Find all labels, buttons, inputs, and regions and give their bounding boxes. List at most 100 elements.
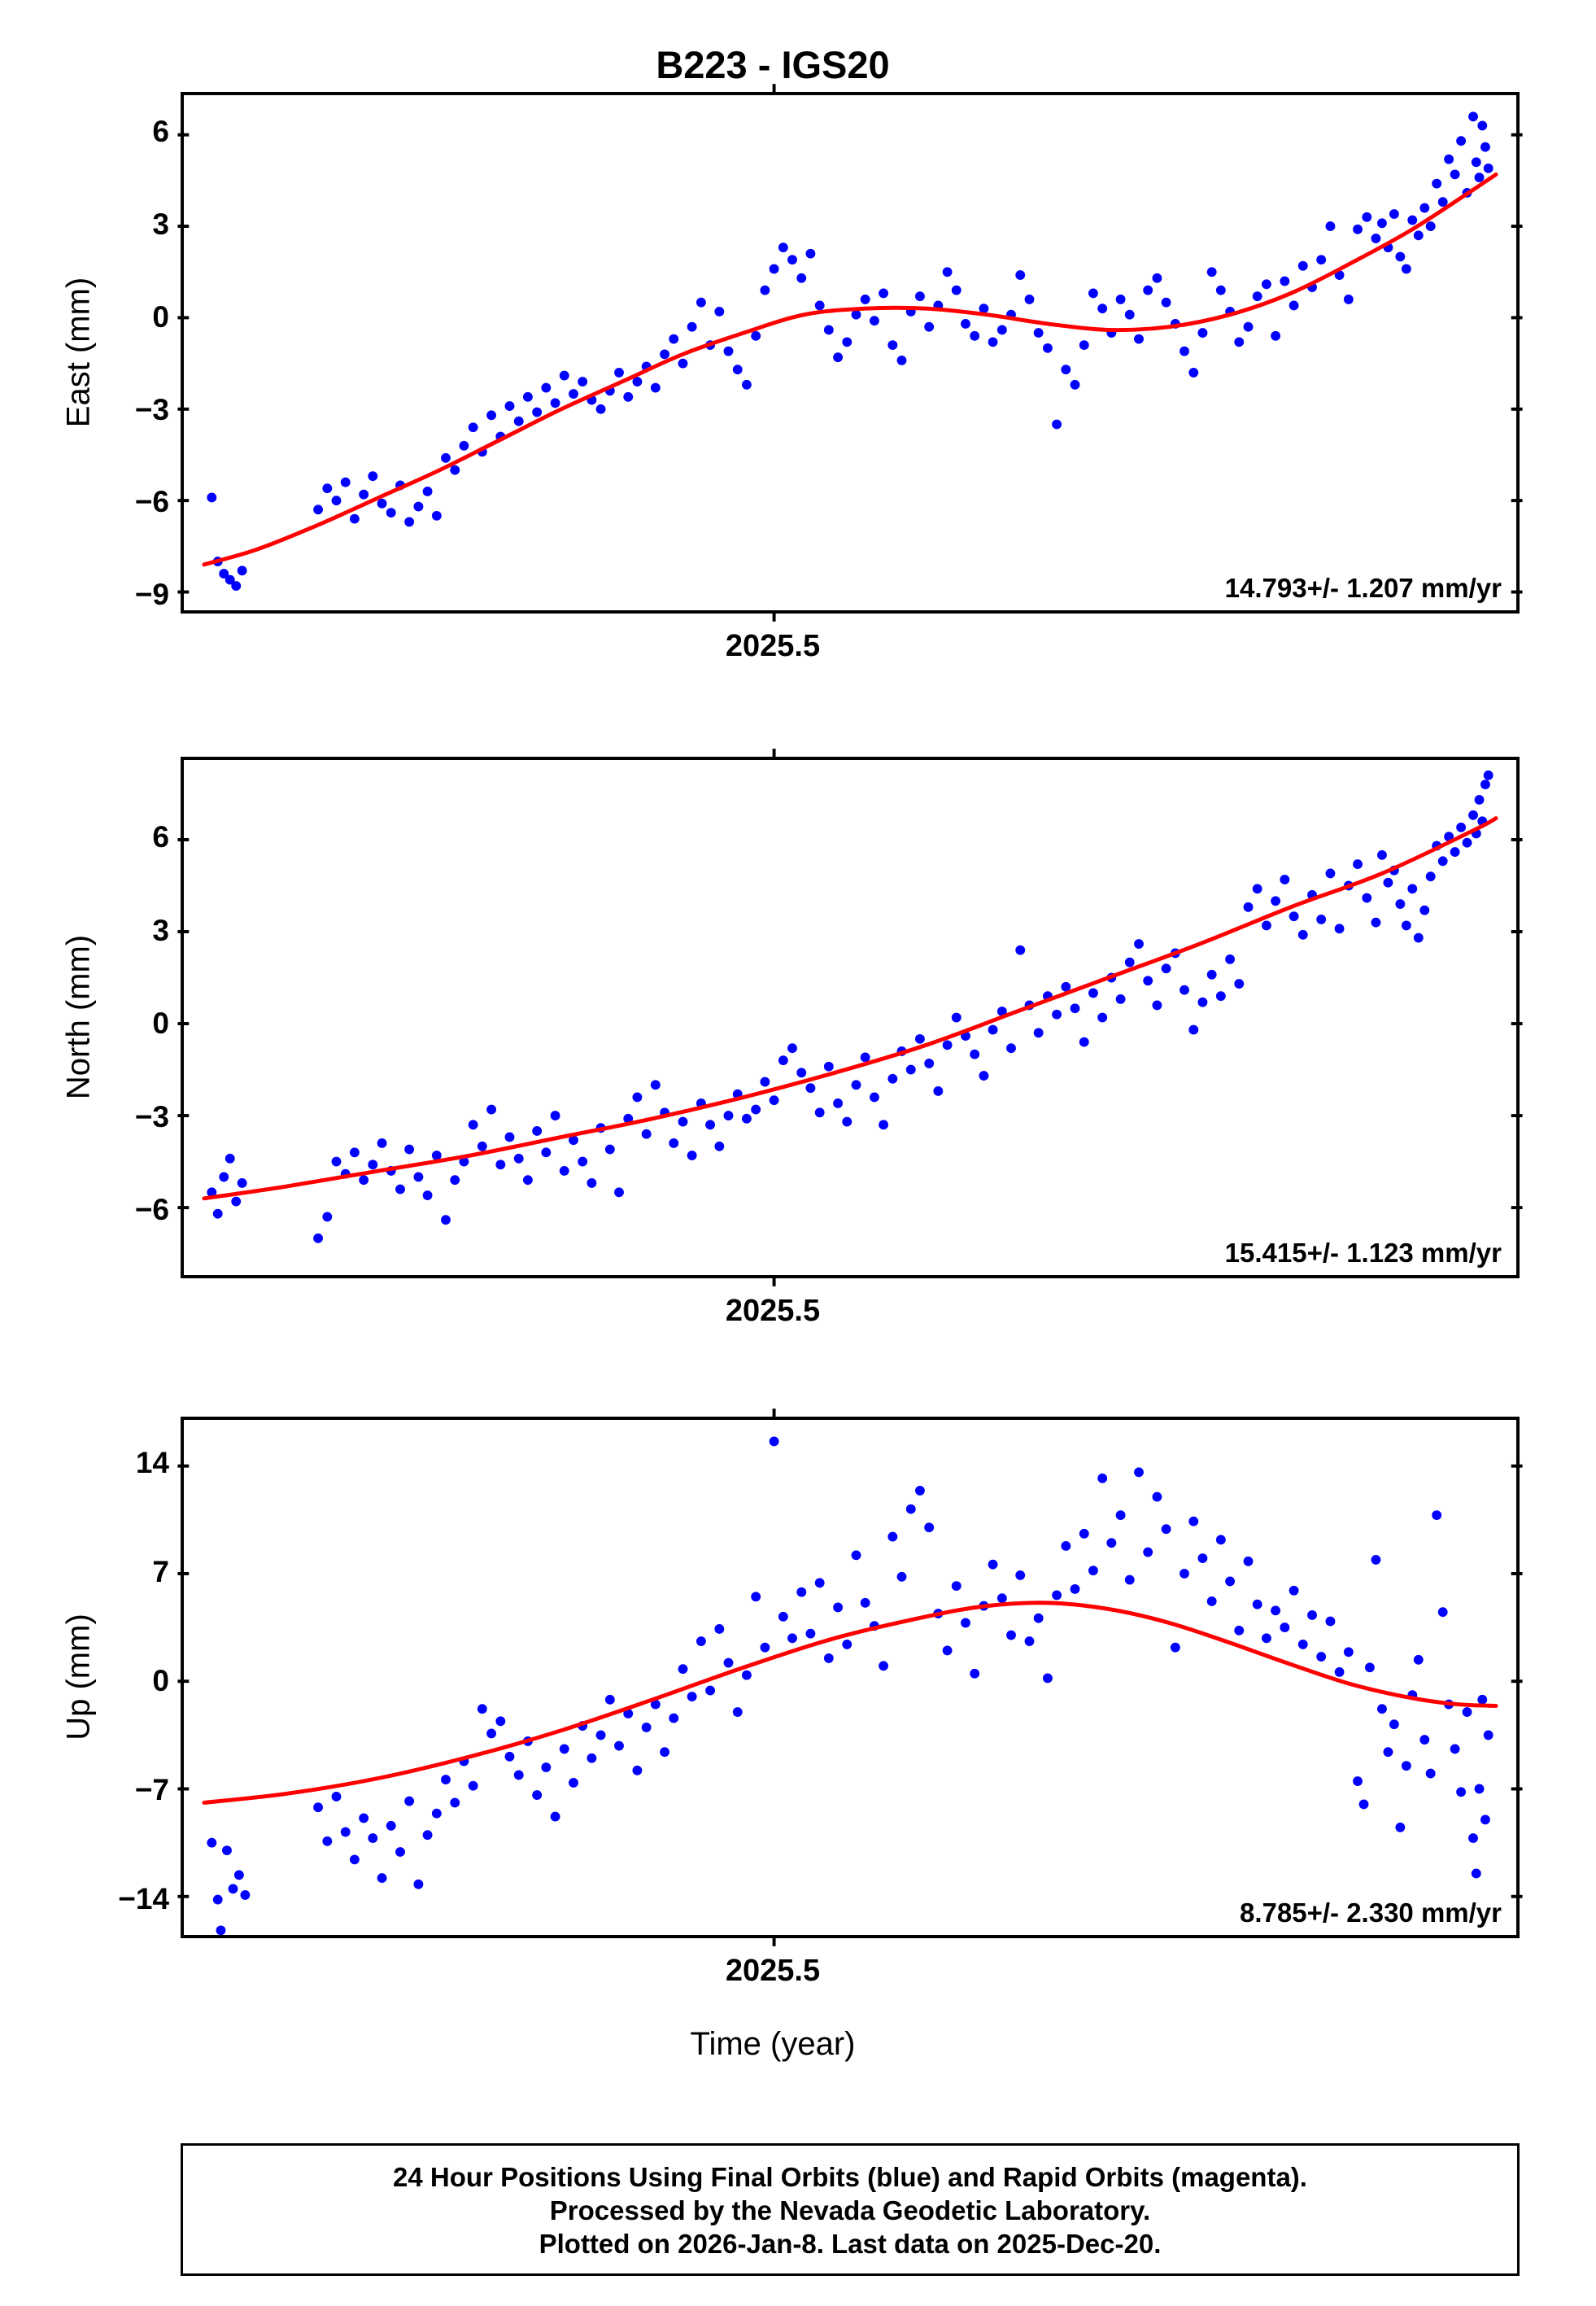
data-point [641, 1722, 652, 1732]
data-point [1395, 1822, 1406, 1832]
data-point [1450, 1744, 1460, 1754]
data-point [805, 248, 816, 259]
data-point [1419, 1735, 1430, 1745]
data-point [395, 1184, 405, 1194]
data-point [988, 337, 998, 347]
data-point [970, 1049, 980, 1059]
data-point [1006, 1630, 1016, 1640]
data-point [1070, 1583, 1080, 1594]
data-point [1383, 1747, 1393, 1758]
data-point [723, 346, 734, 356]
data-point [313, 1233, 323, 1243]
data-point [769, 264, 779, 274]
data-point [851, 1080, 861, 1090]
data-point [623, 1709, 634, 1719]
x-tick-label-north: 2025.5 [725, 1294, 821, 1328]
y-tick-label: −6 [134, 485, 169, 519]
data-point [942, 1645, 953, 1656]
data-point [1297, 929, 1308, 940]
data-point [760, 285, 770, 295]
data-point [1407, 884, 1418, 894]
data-point [386, 1820, 396, 1831]
data-point [1297, 260, 1308, 271]
plot-area-up: 8.785+/- 2.330 mm/yr [177, 1408, 1523, 1946]
data-point [741, 379, 752, 390]
data-point [914, 1033, 925, 1044]
data-point [741, 1670, 752, 1680]
data-point [212, 1208, 223, 1219]
data-point [623, 1113, 634, 1124]
data-point [1097, 1473, 1108, 1483]
data-point [687, 1151, 697, 1160]
trend-line [202, 816, 1498, 1201]
east-scatter-chart [177, 84, 1523, 622]
data-point [1006, 1043, 1016, 1054]
data-point [1462, 837, 1472, 848]
data-point [951, 1581, 962, 1592]
data-point [905, 1064, 916, 1075]
data-point [1134, 1467, 1144, 1478]
data-point [1483, 163, 1494, 173]
data-point [240, 1889, 251, 1900]
data-point [532, 407, 543, 417]
data-point [823, 1653, 834, 1663]
data-point [359, 489, 369, 500]
data-point [1106, 1538, 1117, 1548]
caption-line-3: Plotted on 2026-Jan-8. Last data on 2025… [539, 2229, 1162, 2259]
data-point [778, 242, 788, 253]
y-tick-label: 6 [152, 115, 169, 149]
data-point [1483, 1730, 1494, 1740]
data-point [1061, 1541, 1071, 1551]
data-point [988, 1024, 998, 1035]
data-point [595, 404, 606, 414]
data-point [1437, 1607, 1448, 1618]
data-point [1079, 1037, 1089, 1047]
data-point [833, 352, 844, 363]
data-point [714, 307, 725, 317]
data-point [541, 1147, 552, 1158]
data-point [1280, 276, 1290, 286]
data-point [1353, 859, 1363, 870]
data-point [1371, 917, 1381, 928]
north-scatter-chart [177, 749, 1523, 1286]
data-point [823, 325, 834, 335]
data-point [1234, 1625, 1245, 1636]
data-point [404, 517, 415, 527]
data-point [1052, 1590, 1062, 1601]
caption-line-1: 24 Hour Positions Using Final Orbits (bl… [393, 2162, 1307, 2192]
data-point [833, 1602, 844, 1613]
data-point [796, 1068, 807, 1078]
data-point [924, 1059, 935, 1068]
data-point [1395, 899, 1406, 909]
data-point [1070, 379, 1080, 390]
data-point [1180, 1568, 1189, 1579]
data-point [1371, 1555, 1381, 1565]
data-point [1474, 173, 1485, 183]
data-point [459, 440, 469, 451]
data-point [1413, 932, 1424, 943]
data-point [669, 334, 679, 344]
data-point [368, 471, 378, 482]
data-point [1477, 1694, 1488, 1705]
data-point [1115, 295, 1126, 304]
data-point [1252, 884, 1262, 894]
data-point [650, 1080, 661, 1090]
data-point [687, 1692, 697, 1702]
x-tick-label-east: 2025.5 [725, 629, 821, 663]
data-point [1015, 1570, 1026, 1580]
data-point [313, 504, 323, 515]
data-point [1362, 893, 1372, 903]
data-point [614, 1187, 624, 1198]
data-point [669, 1713, 679, 1723]
data-point [660, 349, 670, 360]
data-point [1097, 304, 1108, 314]
data-point [1468, 810, 1478, 820]
data-point [331, 496, 342, 506]
data-point [1061, 981, 1071, 992]
data-point [550, 398, 560, 408]
data-point [1252, 1599, 1262, 1609]
data-point [1152, 1000, 1162, 1011]
trend-line [202, 172, 1498, 567]
data-point [513, 1770, 524, 1780]
